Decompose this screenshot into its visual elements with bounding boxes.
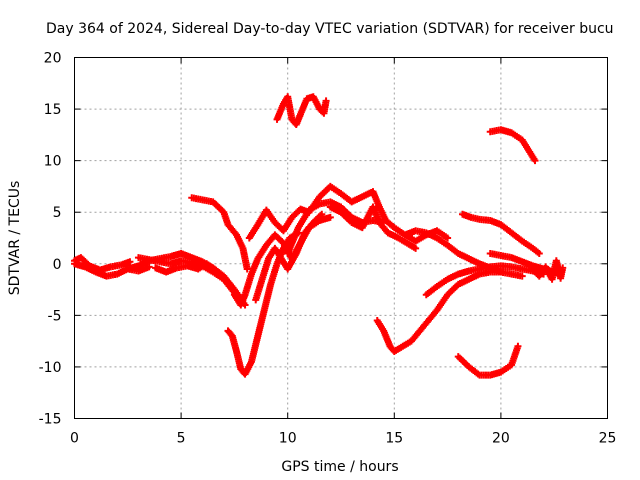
series-arc-21 bbox=[486, 126, 539, 165]
series-arc-12 bbox=[305, 182, 452, 245]
series-arc-16 bbox=[422, 262, 548, 299]
y-axis-label: SDTVAR / TECUs bbox=[7, 181, 23, 296]
series-arc-18 bbox=[459, 210, 543, 257]
x-tick-label: 0 bbox=[70, 431, 79, 447]
data-point bbox=[243, 265, 251, 273]
y-tick-label: 20 bbox=[44, 51, 62, 67]
y-tick-label: -5 bbox=[48, 308, 62, 324]
plot-border bbox=[74, 57, 608, 419]
series-arc-17 bbox=[401, 227, 526, 280]
series-arc-13 bbox=[326, 203, 420, 252]
x-tick-labels: 0 5 10 15 20 25 bbox=[70, 431, 616, 447]
data-point bbox=[514, 342, 522, 350]
data-point bbox=[535, 249, 543, 257]
x-axis-label: GPS time / hours bbox=[281, 459, 398, 475]
y-tick-label: 15 bbox=[44, 102, 62, 118]
series-arc-10 bbox=[245, 205, 313, 242]
data-point bbox=[322, 97, 330, 105]
series-arc-20 bbox=[529, 257, 567, 283]
x-tick-label: 10 bbox=[279, 431, 297, 447]
data-point bbox=[211, 266, 219, 274]
series-layer bbox=[71, 93, 567, 379]
data-point bbox=[518, 272, 526, 280]
x-tick-label: 20 bbox=[492, 431, 510, 447]
data-point bbox=[145, 263, 153, 271]
chart-title: Day 364 of 2024, Sidereal Day-to-day VTE… bbox=[46, 21, 614, 37]
series-arc-14 bbox=[273, 93, 330, 129]
series-arc-22 bbox=[454, 342, 522, 379]
series-arc-05 bbox=[152, 260, 219, 276]
data-point bbox=[126, 258, 134, 266]
series-arc-06 bbox=[188, 194, 251, 273]
series-arc-02 bbox=[71, 254, 134, 274]
x-tick-label: 15 bbox=[385, 431, 403, 447]
data-point bbox=[318, 210, 326, 218]
axis-ticks bbox=[74, 57, 608, 419]
data-point bbox=[531, 157, 539, 165]
y-tick-labels: -15 -10 -5 0 5 10 15 20 bbox=[39, 51, 62, 428]
x-tick-label: 5 bbox=[177, 431, 186, 447]
data-point bbox=[412, 244, 420, 252]
series-arc-09 bbox=[252, 210, 326, 304]
y-tick-label: 5 bbox=[53, 205, 62, 221]
series-arc-15 bbox=[373, 268, 505, 355]
data-point bbox=[559, 264, 567, 272]
x-tick-label: 25 bbox=[599, 431, 617, 447]
y-tick-label: 10 bbox=[44, 154, 62, 170]
data-point bbox=[444, 234, 452, 242]
y-tick-label: -10 bbox=[39, 360, 62, 376]
y-tick-label: -15 bbox=[39, 412, 62, 428]
data-point bbox=[326, 213, 334, 221]
y-tick-label: 0 bbox=[53, 257, 62, 273]
grid-lines bbox=[74, 57, 608, 419]
